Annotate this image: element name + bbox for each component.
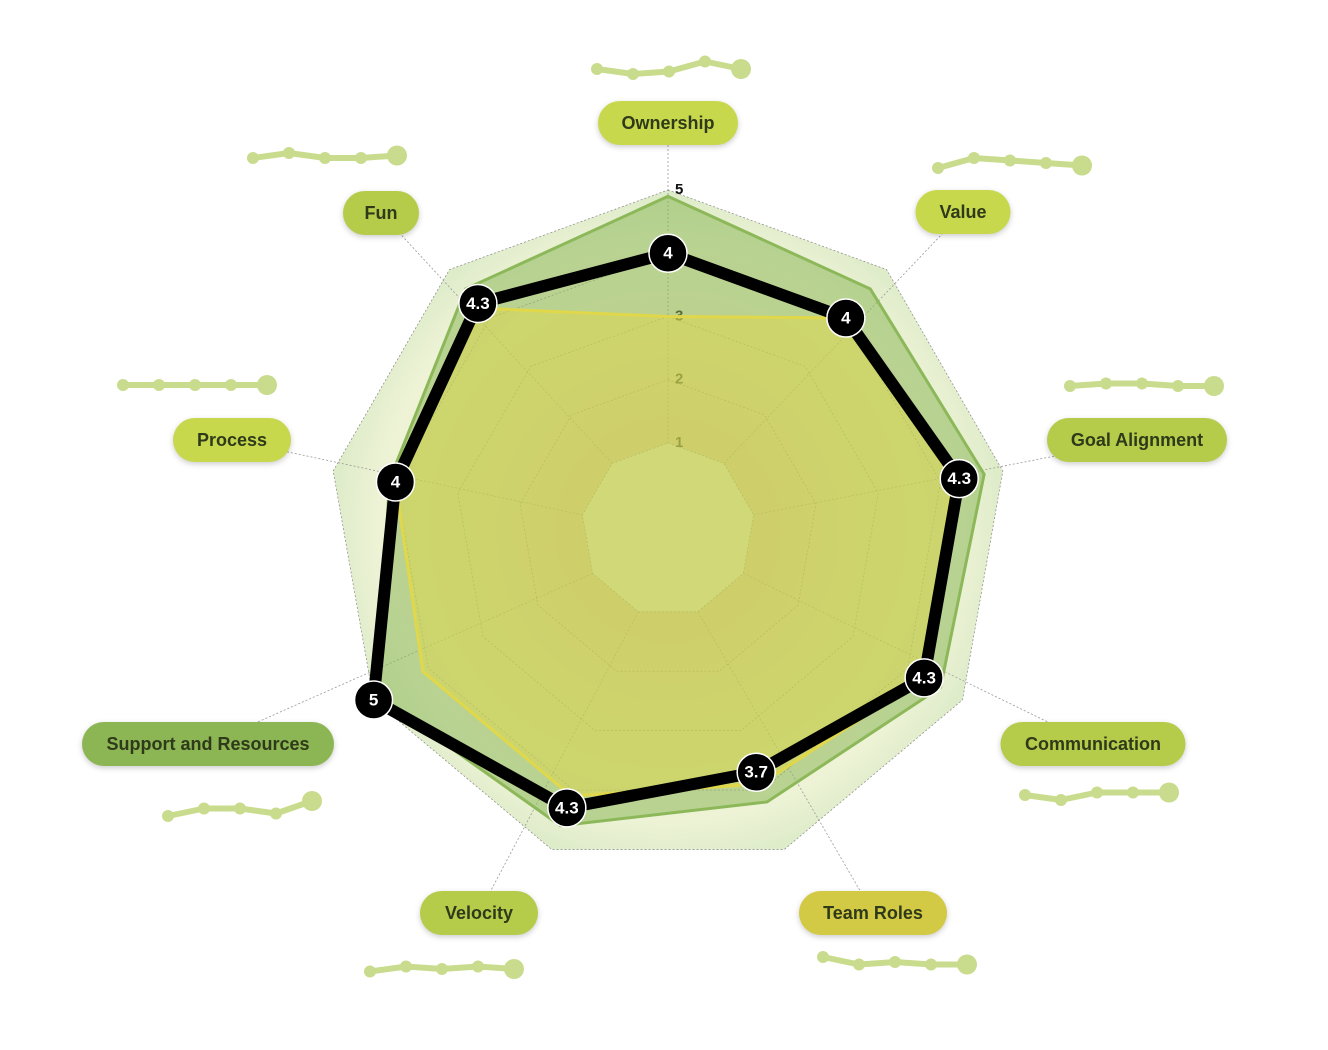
category-label: Ownership — [621, 113, 714, 133]
trend-point — [283, 147, 295, 159]
trend-point — [853, 958, 865, 971]
category-label: Communication — [1025, 734, 1161, 754]
trend-point — [247, 152, 259, 164]
trend-point — [627, 68, 639, 80]
trend-point — [225, 379, 237, 391]
category-pill — [1000, 722, 1186, 766]
trend-point — [957, 954, 977, 975]
tick-label: 5 — [675, 181, 683, 198]
trend-point — [1159, 782, 1179, 803]
value-label: 4 — [663, 244, 673, 263]
value-dot — [458, 283, 498, 324]
value-label: 4.3 — [466, 294, 490, 313]
trend-point — [400, 960, 412, 973]
trend-point — [1091, 786, 1103, 799]
category-label: Team Roles — [823, 903, 923, 923]
value-dot — [736, 752, 776, 792]
category-pill — [598, 101, 738, 145]
category-pill — [420, 891, 538, 935]
category-label: Value — [939, 202, 986, 222]
trend-point — [117, 379, 129, 391]
trend-point — [932, 162, 944, 174]
trend-point — [731, 59, 751, 79]
trend-point — [1136, 377, 1148, 390]
trend-point — [1204, 376, 1224, 396]
value-label: 4 — [391, 472, 401, 491]
category-pill — [82, 722, 334, 766]
category-pill — [1047, 418, 1227, 462]
trend-point — [436, 963, 448, 975]
trend-point — [889, 956, 901, 968]
series-line — [367, 247, 966, 814]
trend-point — [1127, 786, 1139, 799]
value-dot — [648, 233, 688, 273]
trend-point — [968, 152, 980, 164]
trend-point — [302, 791, 322, 811]
trend-point — [1004, 154, 1016, 167]
value-label: 5 — [369, 690, 378, 709]
value-label: 4.3 — [947, 469, 971, 488]
value-label: 4 — [841, 308, 851, 327]
trend-point — [817, 951, 829, 963]
grid-ring — [332, 189, 1004, 850]
trend-point — [319, 152, 331, 164]
category-label: Process — [197, 430, 267, 450]
category-label: Support and Resources — [106, 734, 309, 754]
trend-point — [925, 958, 937, 971]
trend-point — [364, 965, 376, 978]
trend-point — [1172, 380, 1184, 392]
trend-point — [1100, 377, 1112, 390]
trend-point — [153, 379, 165, 391]
category-pill — [343, 191, 419, 235]
trend-point — [355, 152, 367, 164]
value-dot — [375, 462, 416, 502]
trend-point — [591, 63, 603, 75]
trend-point — [162, 810, 174, 822]
trend-point — [1055, 794, 1067, 806]
category-pill — [915, 190, 1011, 234]
value-label: 4.3 — [912, 668, 936, 687]
trend-point — [504, 959, 524, 979]
value-label: 3.7 — [744, 763, 768, 782]
category-label: Velocity — [445, 903, 513, 923]
trend-point — [198, 802, 210, 815]
trend-point — [234, 802, 246, 815]
value-dot — [939, 458, 979, 499]
trend-point — [387, 145, 407, 166]
category-pill — [799, 891, 947, 935]
trend-point — [699, 55, 711, 68]
trend-point — [1019, 789, 1031, 801]
value-label: 4.3 — [555, 798, 579, 817]
value-dot — [353, 680, 394, 720]
trend-point — [1064, 380, 1076, 392]
value-dot — [547, 788, 587, 828]
category-pill — [173, 418, 291, 462]
trend-point — [663, 65, 675, 78]
category-label: Fun — [365, 203, 398, 223]
trend-point — [1072, 155, 1092, 176]
trend-point — [257, 375, 277, 395]
value-dot — [904, 658, 944, 698]
trend-point — [472, 960, 484, 973]
value-dot — [826, 298, 866, 338]
category-label: Goal Alignment — [1071, 430, 1203, 450]
trend-point — [1040, 157, 1052, 169]
trend-point — [189, 379, 201, 391]
trend-point — [270, 807, 282, 820]
